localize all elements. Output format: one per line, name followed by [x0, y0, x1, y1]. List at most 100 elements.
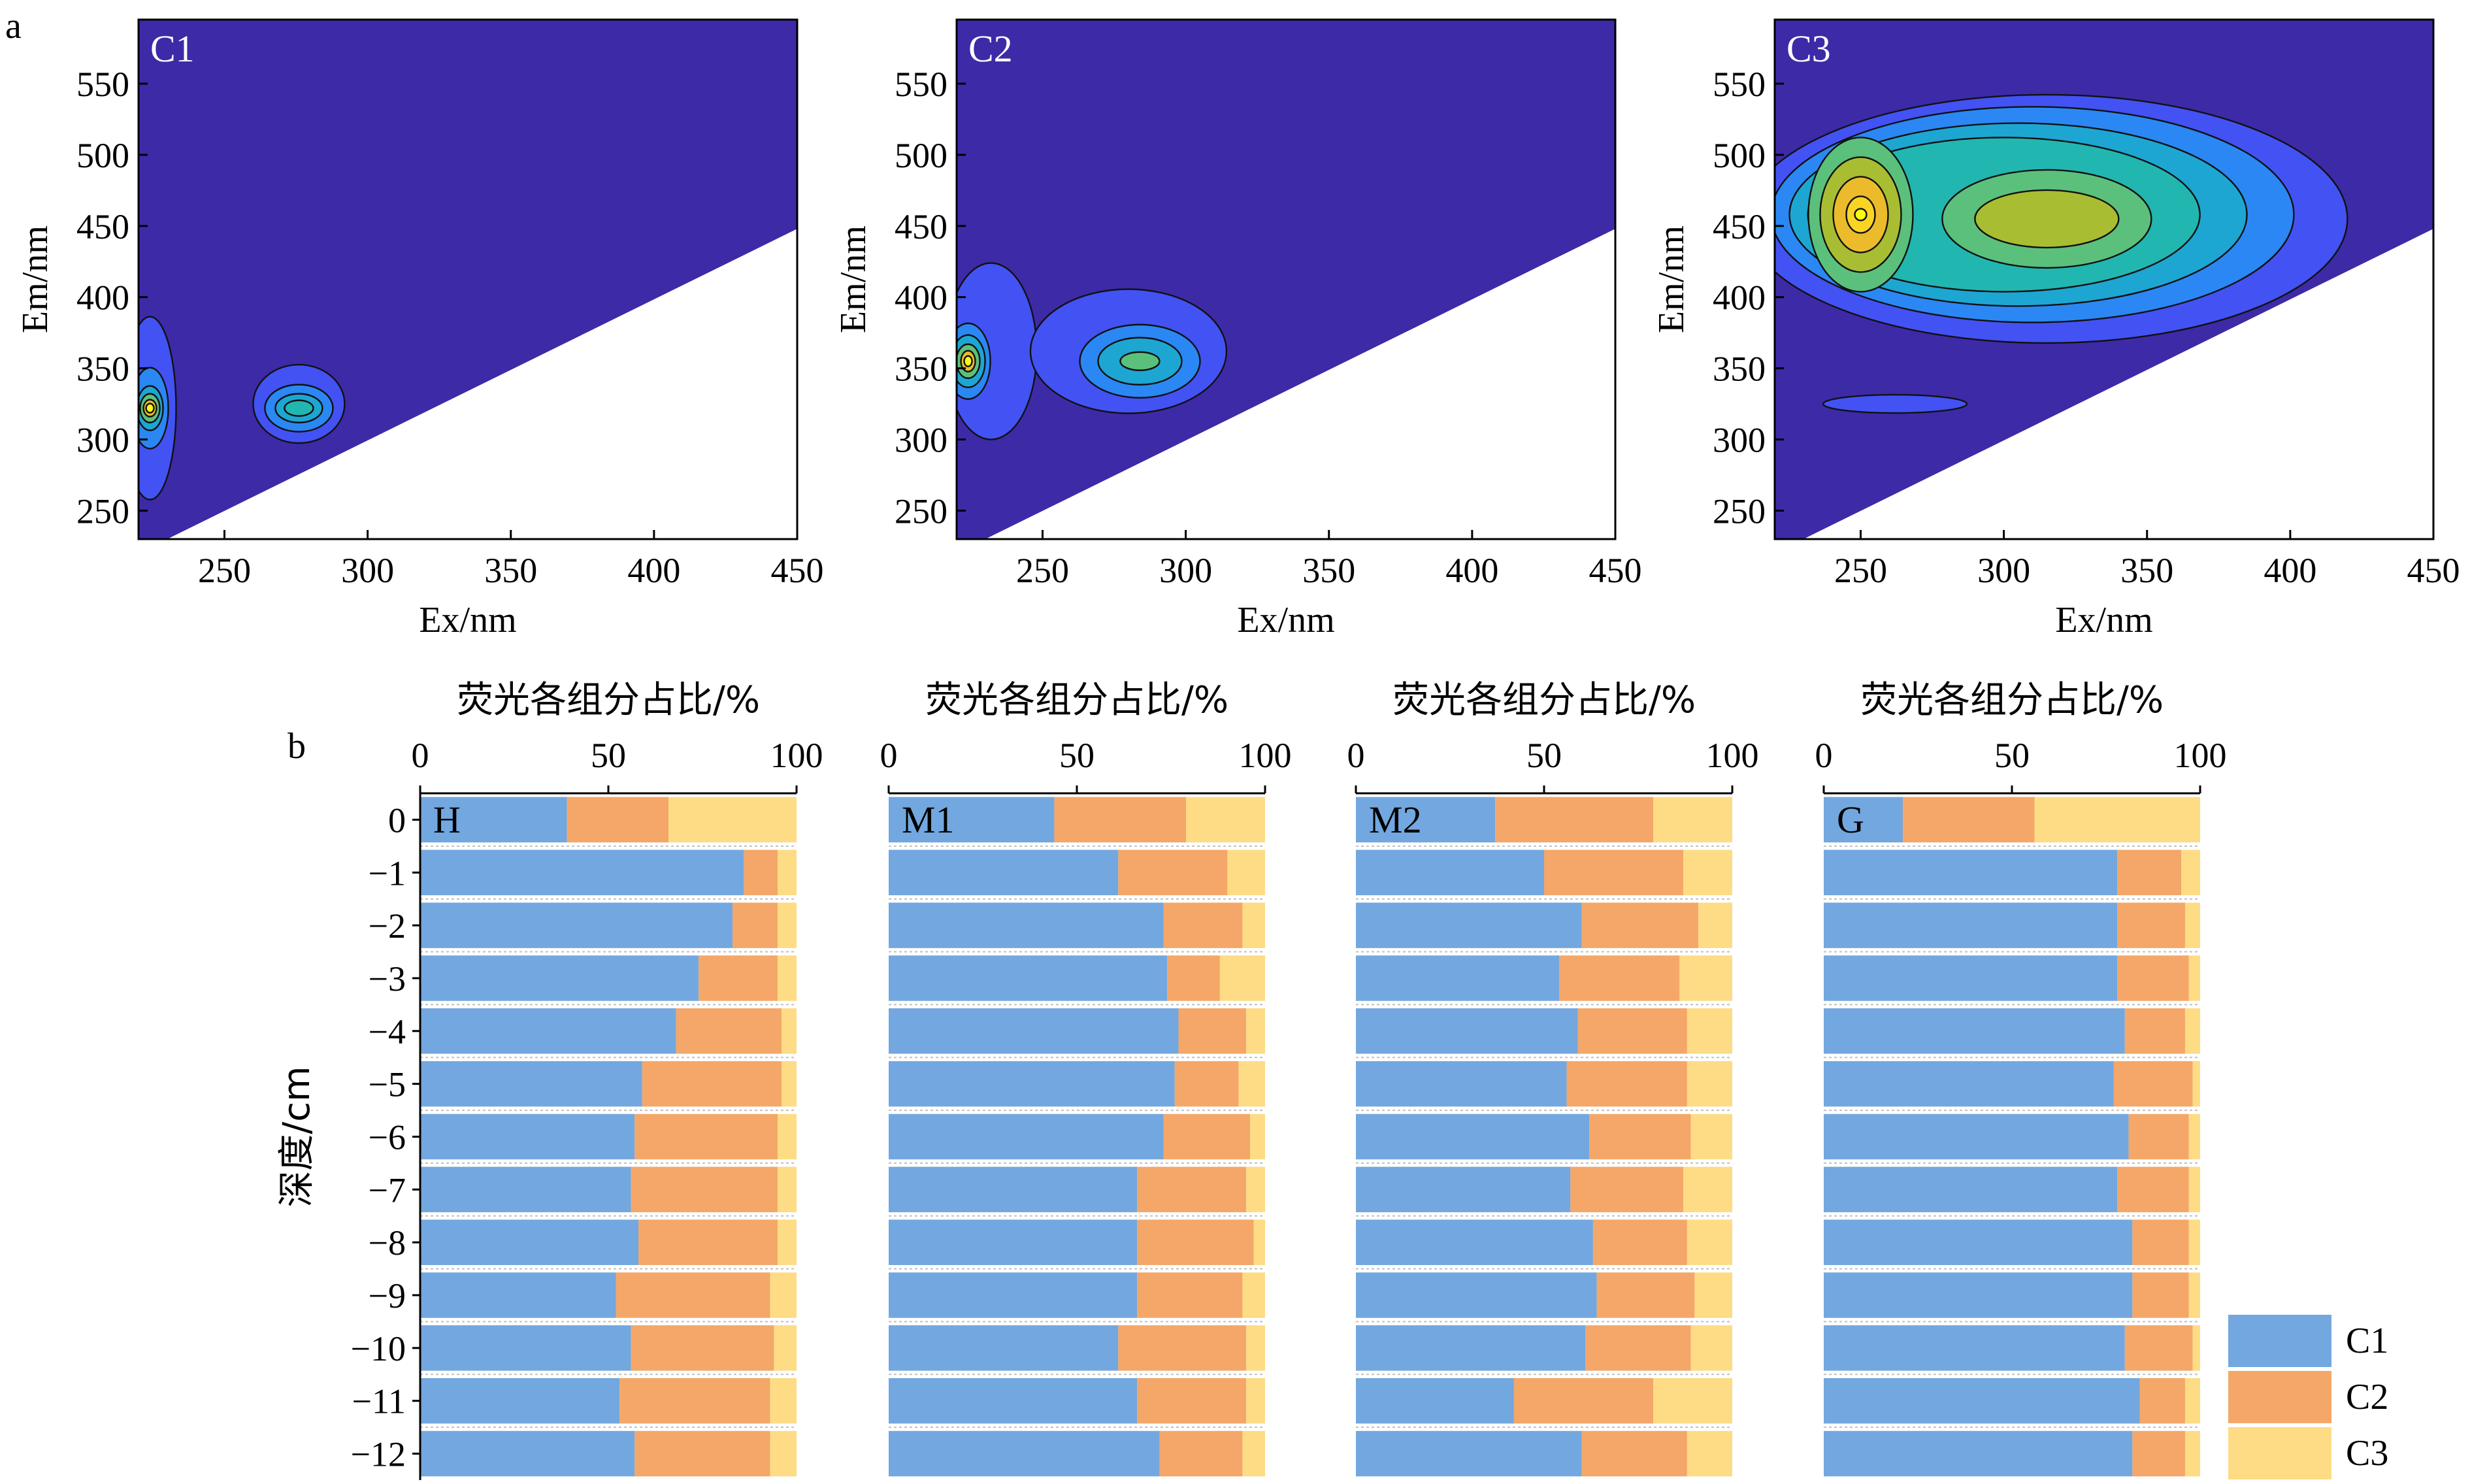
bar-segment-c2: [1167, 955, 1220, 1001]
bar-segment-c3: [2192, 1325, 2200, 1371]
bar-segment-c2: [634, 1113, 778, 1160]
x-tick-label: 0: [1347, 736, 1365, 775]
bar-segment-c2: [631, 1166, 778, 1213]
eem-contours: [957, 20, 1615, 539]
bar-segment-c1: [889, 849, 1119, 896]
bar-segment-c1: [1356, 1008, 1578, 1054]
bar-segment-c3: [1683, 1166, 1732, 1213]
bar-segment-c3: [1186, 797, 1265, 843]
bar-segment-c2: [638, 1219, 778, 1265]
y-tick-label: 500: [1713, 136, 1766, 175]
x-tick-label: 250: [198, 551, 251, 590]
bar-segment-c2: [1137, 1377, 1247, 1424]
eem-panel-label: C3: [1787, 27, 1831, 70]
y-tick-label: 300: [76, 421, 129, 460]
bar-segment-c2: [733, 902, 778, 948]
y-tick-label: 450: [1713, 207, 1766, 246]
bar-segment-c2: [642, 1061, 782, 1107]
y-tick-label: 400: [895, 278, 947, 318]
bar-panel-title: 荧光各组分占比/%: [1860, 679, 2164, 721]
x-tick-label: 400: [2264, 551, 2316, 590]
plot-frame: [1773, 18, 2435, 540]
bar-segment-c2: [1163, 902, 1243, 948]
x-tick-label: 350: [484, 551, 537, 590]
legend-swatch-c2: [2228, 1371, 2331, 1423]
bar-segment-c1: [420, 1008, 676, 1054]
bar-segment-c2: [1570, 1166, 1684, 1213]
plot-frame: [137, 18, 799, 540]
contour-level: [1974, 189, 2120, 249]
bar-segment-c1: [1356, 1166, 1571, 1213]
bar-segment-c2: [2124, 1325, 2193, 1371]
depth-tick-label: −2: [369, 906, 406, 946]
bar-segment-c3: [2188, 1166, 2200, 1213]
bar-segment-c3: [1690, 1325, 1732, 1371]
bar-panel-title: 荧光各组分占比/%: [1392, 679, 1696, 721]
bar-segment-c2: [619, 1377, 770, 1424]
bar-segment-c1: [1824, 1272, 2133, 1318]
y-tick-label: 500: [76, 136, 129, 175]
bar-segment-c1: [420, 1166, 631, 1213]
bar-segment-c2: [1137, 1219, 1254, 1265]
plot-frame: [955, 18, 1617, 540]
x-tick-label: 450: [771, 551, 824, 590]
bar-segment-c2: [1054, 797, 1187, 843]
bar-panel-label: M1: [902, 799, 955, 841]
bar-panel-m1: 荧光各组分占比/% 0 50 100 M1: [880, 679, 1292, 1477]
bar-segment-c1: [1356, 797, 1496, 843]
depth-tick-label: −4: [369, 1012, 406, 1051]
bar-segment-c3: [1242, 1430, 1265, 1477]
bar-segment-c3: [2188, 955, 2200, 1001]
bar-panel-g: 荧光各组分占比/% 0 50 100 G: [1815, 679, 2227, 1477]
eem-panel-c2: C2 250 300 350 400 450 250 300 350 400 450 500 550 Ex…: [833, 18, 1642, 640]
bar-segment-c3: [1249, 1113, 1265, 1160]
bar-segment-c1: [1356, 1430, 1582, 1477]
y-tick-label: 350: [1713, 350, 1766, 389]
bar-segment-c1: [1824, 902, 2118, 948]
bar-segment-c3: [2184, 1008, 2200, 1054]
bar-segment-c3: [2034, 797, 2200, 843]
bar-segment-c3: [1698, 902, 1732, 948]
bar-segment-c1: [889, 1272, 1138, 1318]
bar-segment-c3: [778, 955, 797, 1001]
bar-segment-c2: [1581, 1430, 1687, 1477]
bar-segment-c2: [1577, 1008, 1687, 1054]
x-axis-label: Ex/nm: [1237, 600, 1334, 640]
bar-segment-c2: [1163, 1113, 1250, 1160]
x-tick-label: 0: [412, 736, 429, 775]
bar-segment-c3: [1219, 955, 1265, 1001]
bar-segment-c2: [744, 849, 778, 896]
bar-segment-c3: [1687, 1430, 1732, 1477]
bar-segment-c1: [889, 1061, 1175, 1107]
contour-level: [145, 403, 155, 414]
x-tick-label: 50: [1059, 736, 1095, 775]
x-tick-label: 300: [1159, 551, 1212, 590]
bar-segment-c2: [631, 1325, 774, 1371]
bar-segment-c2: [1495, 797, 1654, 843]
bar-segment-c1: [420, 1430, 635, 1477]
bar-segment-c2: [1118, 849, 1228, 896]
bar-segment-c1: [420, 1325, 631, 1371]
y-axis-label: Em/nm: [1651, 225, 1692, 333]
bar-segment-c2: [1566, 1061, 1687, 1107]
legend-swatch-c1: [2228, 1315, 2331, 1367]
bar-segment-c3: [1246, 1008, 1265, 1054]
bar-segment-c3: [1242, 1272, 1265, 1318]
bar-segment-c3: [1653, 797, 1732, 843]
eem-panel-label: C1: [150, 27, 195, 70]
y-tick-label: 250: [76, 491, 129, 531]
rayleigh-mask: [985, 229, 1615, 539]
y-tick-label: 550: [895, 65, 947, 104]
bar-panel-label: G: [1837, 799, 1864, 841]
bar-segment-c3: [778, 1113, 797, 1160]
bar-segment-c3: [774, 1325, 797, 1371]
bar-segment-c2: [634, 1430, 770, 1477]
depth-tick-label: −10: [351, 1329, 406, 1368]
bar-segment-c2: [2132, 1272, 2189, 1318]
eem-panels: C1 250 300 350 400 450 250 300 350 400 450 500 550 Ex…: [15, 18, 2460, 640]
bar-segment-c1: [1824, 1008, 2125, 1054]
x-tick-label: 300: [1977, 551, 2030, 590]
bar-segment-c2: [1544, 849, 1684, 896]
eem-contours: [1775, 20, 2433, 539]
bar-segment-c1: [1356, 849, 1544, 896]
